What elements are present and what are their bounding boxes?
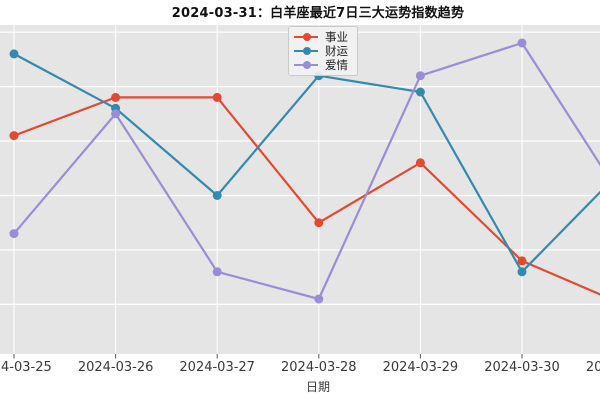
legend-label: 爱情 — [325, 58, 348, 72]
legend-label: 财运 — [325, 44, 348, 58]
x-tick-label: 2024-03-29 — [382, 360, 459, 375]
x-tick-label: 2024-03-27 — [179, 360, 255, 375]
chart-legend: 事业 财运 爱情 — [288, 26, 358, 76]
x-tick-label: 2024-03-28 — [281, 360, 357, 375]
x-tick-label: 2024-03-30 — [484, 360, 560, 375]
x-tick-label: 2024-03-25 — [0, 360, 52, 375]
legend-item-0: 事业 — [294, 30, 348, 44]
legend-line-dot-icon — [294, 61, 318, 70]
x-axis-title: 日期 — [305, 380, 330, 394]
legend-item-1: 财运 — [294, 44, 348, 58]
legend-label: 事业 — [325, 30, 348, 44]
chart-title: 2024-03-31：白羊座最近7日三大运势指数趋势 — [171, 6, 465, 21]
x-tick-label: 2024-03-26 — [77, 360, 154, 375]
legend-item-2: 爱情 — [294, 58, 348, 72]
x-tick-label: 2024-03-31 — [585, 360, 600, 375]
legend-line-dot-icon — [294, 33, 318, 42]
legend-line-dot-icon — [294, 47, 318, 56]
